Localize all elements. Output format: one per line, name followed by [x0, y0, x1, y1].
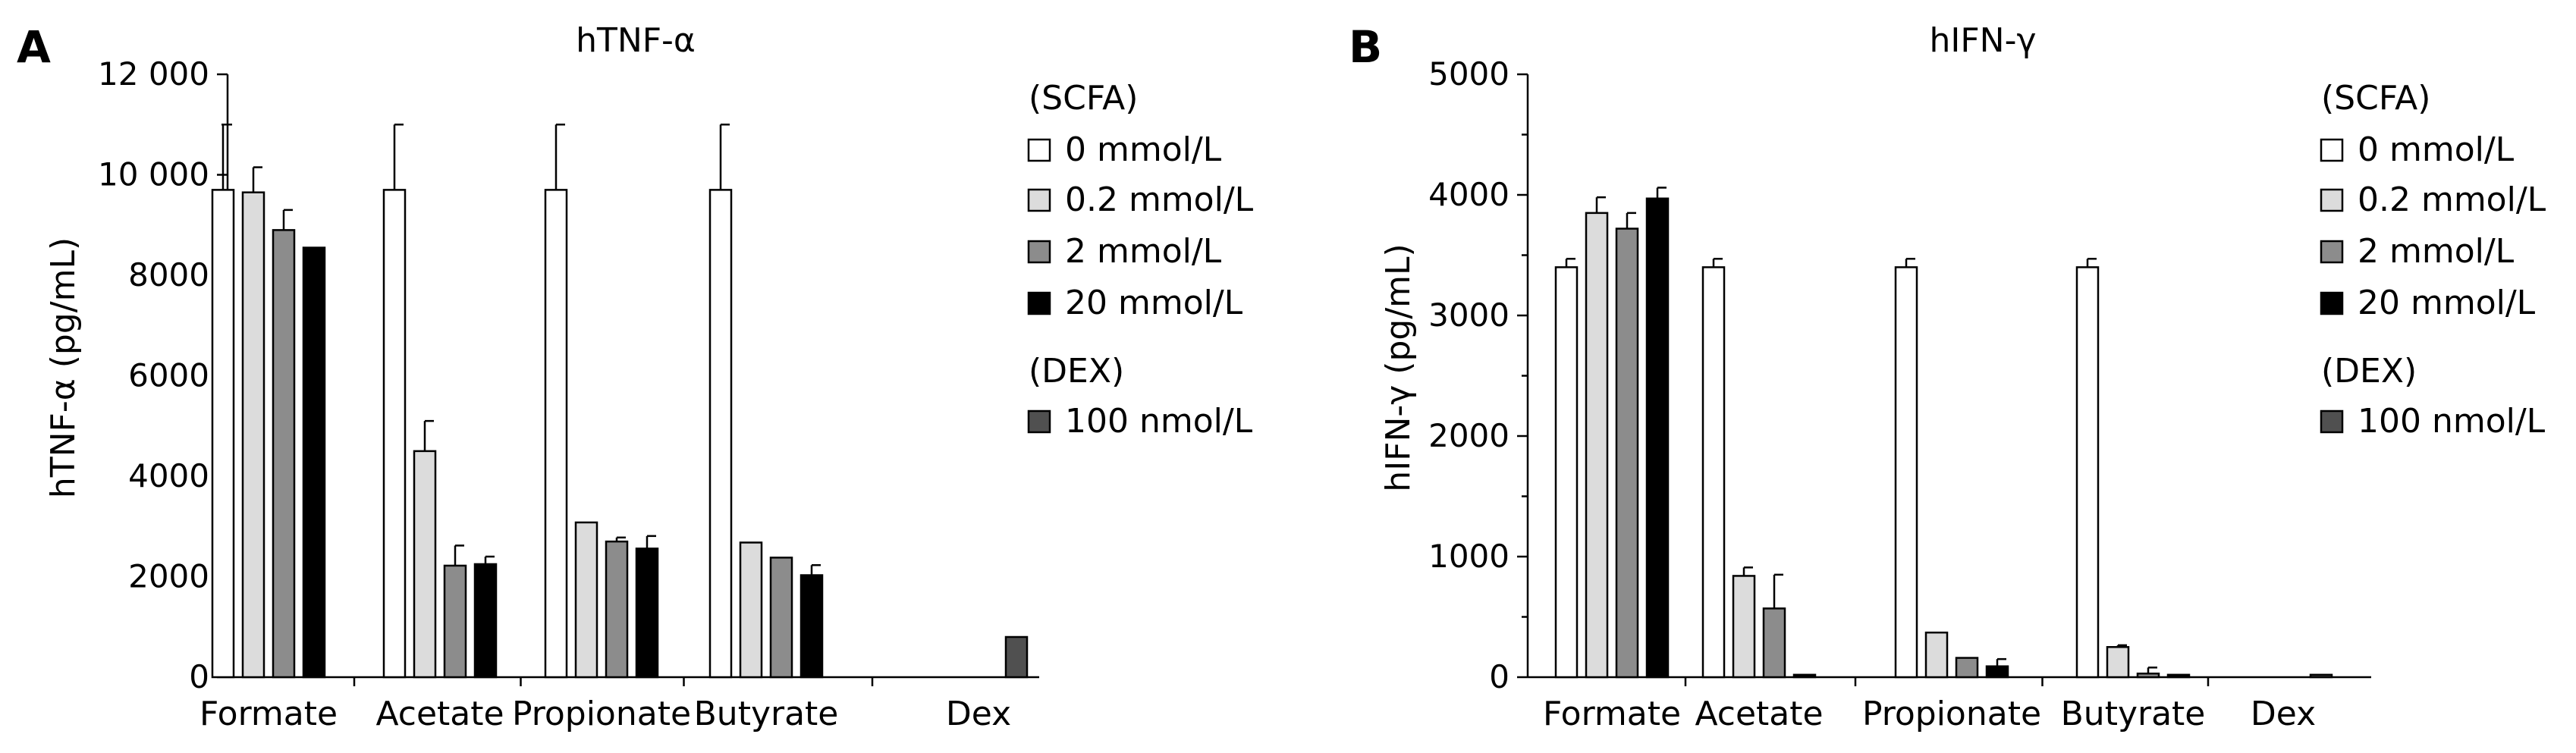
- y-tick-label: 1000: [1428, 538, 1509, 575]
- bar-propionate-2: [605, 540, 629, 679]
- legend-header: (SCFA): [1029, 79, 1138, 118]
- bar-propionate-2: [1955, 657, 1979, 679]
- bar-dex-4: [2309, 673, 2333, 679]
- bar-acetate-0: [1701, 266, 1726, 679]
- y-tick-label: 4000: [1428, 176, 1509, 213]
- y-tick-label: 3000: [1428, 296, 1509, 334]
- bar-formate-2: [272, 229, 296, 679]
- chart-title-a: hTNF-α: [576, 21, 696, 60]
- bar-formate-0: [211, 189, 235, 679]
- bar-propionate-3: [1985, 665, 2009, 679]
- legend-label: 0 mmol/L: [2358, 130, 2515, 169]
- bar-formate-1: [1585, 212, 1609, 679]
- bar-propionate-3: [635, 547, 659, 679]
- y-tick-label: 2000: [128, 558, 209, 595]
- bar-acetate-2: [443, 564, 467, 679]
- legend-label: 2 mmol/L: [2358, 232, 2515, 271]
- chart-panel-b: B hIFN-γ hIFN-γ (pg/mL) 0 1000 2000 3000 400…: [1349, 21, 2546, 733]
- bar-butyrate-1: [2106, 646, 2130, 679]
- bar-propionate-1: [1924, 631, 1949, 679]
- y-tick-label: 5000: [1428, 55, 1509, 93]
- x-category-label: Formate: [1543, 695, 1681, 733]
- x-category-label: Dex: [2251, 695, 2316, 733]
- bar-butyrate-0: [2075, 266, 2100, 679]
- bar-acetate-2: [1762, 607, 1786, 679]
- x-category-label: Propionate: [512, 695, 691, 733]
- bar-acetate-1: [413, 450, 437, 679]
- bar-propionate-0: [544, 189, 568, 679]
- x-category-label: Propionate: [1862, 695, 2041, 733]
- y-axis-label-b: hIFN-γ (pg/mL): [1379, 243, 1418, 491]
- bar-formate-3: [1645, 197, 1670, 679]
- legend-swatch: [1027, 188, 1051, 212]
- y-axis-label-a: hTNF-α (pg/mL): [44, 237, 83, 498]
- legend-swatch: [1027, 409, 1051, 434]
- x-category-label: Acetate: [375, 695, 504, 733]
- legend-label: 0.2 mmol/L: [2358, 180, 2546, 219]
- bar-acetate-0: [382, 189, 407, 679]
- panel-letter-b: B: [1349, 21, 1382, 73]
- bar-propionate-1: [574, 521, 598, 679]
- panel-letter-a: A: [17, 21, 51, 73]
- x-category-label: Formate: [199, 695, 338, 733]
- y-tick-label: 2000: [1428, 417, 1509, 454]
- y-tick-label: 6000: [128, 357, 209, 394]
- legend-swatch: [1027, 138, 1051, 162]
- bar-acetate-3: [1792, 673, 1817, 679]
- legend-header: (DEX): [1029, 352, 1124, 391]
- legend-label: 20 mmol/L: [2358, 284, 2536, 322]
- bar-formate-0: [1554, 266, 1579, 679]
- legend-swatch: [2320, 291, 2344, 315]
- y-tick-label: 12 000: [98, 55, 209, 93]
- legend-swatch: [1027, 240, 1051, 264]
- bar-butyrate-3: [800, 574, 824, 679]
- y-tick-label: 4000: [128, 457, 209, 494]
- legend-header: (SCFA): [2321, 79, 2430, 118]
- legend-swatch: [2320, 188, 2344, 212]
- legend-swatch: [2320, 138, 2344, 162]
- legend-label: 100 nmol/L: [1065, 402, 1253, 441]
- y-tick-label: 0: [189, 658, 209, 695]
- legend-label: 0.2 mmol/L: [1065, 180, 1254, 219]
- plot-area-b: 0 1000 2000 3000 4000 5000 Formate Acetate Propi…: [1428, 55, 2371, 733]
- legend-label: 2 mmol/L: [1065, 232, 1222, 271]
- plot-area-a: 0 2000 4000 6000 8000 10 000 12 000 Formate Acet…: [98, 55, 1039, 733]
- legend-label: 100 nmol/L: [2358, 402, 2546, 441]
- x-category-label: Butyrate: [694, 695, 839, 733]
- bar-formate-1: [241, 191, 265, 679]
- x-category-label: Butyrate: [2061, 695, 2206, 733]
- chart-panel-a: A hTNF-α hTNF-α (pg/mL) 0 2000 4000 6000 800…: [17, 21, 1254, 733]
- legend-label: 20 mmol/L: [1065, 284, 1243, 322]
- bar-dex-4: [1004, 635, 1029, 679]
- y-tick-label: 0: [1489, 658, 1509, 695]
- y-tick-label: 8000: [128, 256, 209, 293]
- legend-swatch: [2320, 409, 2344, 434]
- legend-label: 0 mmol/L: [1065, 130, 1222, 169]
- bar-butyrate-0: [708, 189, 733, 679]
- x-category-label: Acetate: [1695, 695, 1823, 733]
- legend-swatch: [1027, 291, 1051, 315]
- legend-a: (SCFA) 0 mmol/L 0.2 mmol/L 2 mmol/L 20 mmol/…: [1027, 79, 1254, 441]
- bar-formate-2: [1615, 227, 1639, 679]
- bar-butyrate-3: [2166, 673, 2191, 679]
- bar-butyrate-2: [2136, 672, 2160, 679]
- x-category-label: Dex: [946, 695, 1011, 733]
- bar-butyrate-2: [769, 557, 793, 679]
- legend-swatch: [2320, 240, 2344, 264]
- legend-header: (DEX): [2321, 352, 2417, 391]
- bar-propionate-0: [1894, 266, 1918, 679]
- bar-formate-3: [302, 246, 326, 679]
- bar-acetate-3: [473, 563, 498, 679]
- legend-b: (SCFA) 0 mmol/L 0.2 mmol/L 2 mmol/L 20 mmol/…: [2320, 79, 2546, 441]
- bar-acetate-1: [1732, 575, 1756, 679]
- y-tick-label: 10 000: [98, 156, 209, 193]
- bar-butyrate-1: [739, 541, 763, 679]
- chart-title-b: hIFN-γ: [1929, 21, 2036, 60]
